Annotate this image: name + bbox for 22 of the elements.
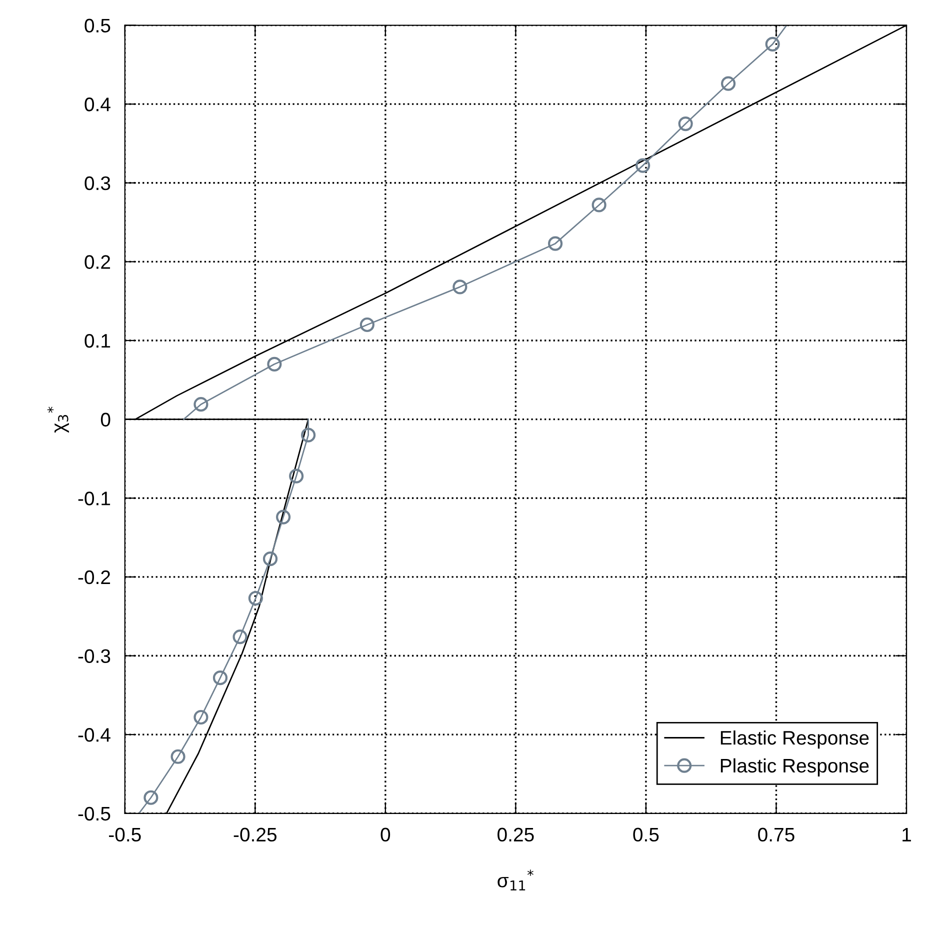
y-tick-label: 0.2	[84, 255, 110, 269]
x-tick-label: -0.5	[108, 828, 141, 842]
y-axis-title: χ$_{3}$$^{*}$	[47, 406, 69, 433]
y-tick-label: -0.5	[78, 806, 110, 821]
y-tick-label: 0.4	[84, 98, 110, 112]
x-tick-label: -0.25	[234, 828, 276, 842]
y-tick-label: 0	[100, 412, 110, 427]
x-axis-title: σ$_{11}$$^{*}$	[498, 870, 534, 890]
legend-label: Plastic Response	[720, 758, 869, 776]
y-tick-label: 0.3	[84, 176, 110, 190]
y-tick-label: 0.5	[84, 18, 110, 33]
y-tick-label: -0.1	[78, 492, 110, 506]
x-tick-label: 0	[380, 828, 390, 842]
y-tick-label: -0.3	[78, 649, 110, 663]
x-tick-label: 1	[902, 828, 911, 842]
y-tick-label: 0.1	[84, 334, 110, 348]
x-tick-label: 0.25	[498, 828, 534, 842]
x-tick-label: 0.5	[633, 828, 659, 842]
legend-label: Elastic Response	[720, 730, 869, 749]
y-tick-label: -0.4	[78, 728, 110, 742]
x-tick-label: 0.75	[758, 828, 794, 842]
y-tick-label: -0.2	[78, 570, 110, 584]
